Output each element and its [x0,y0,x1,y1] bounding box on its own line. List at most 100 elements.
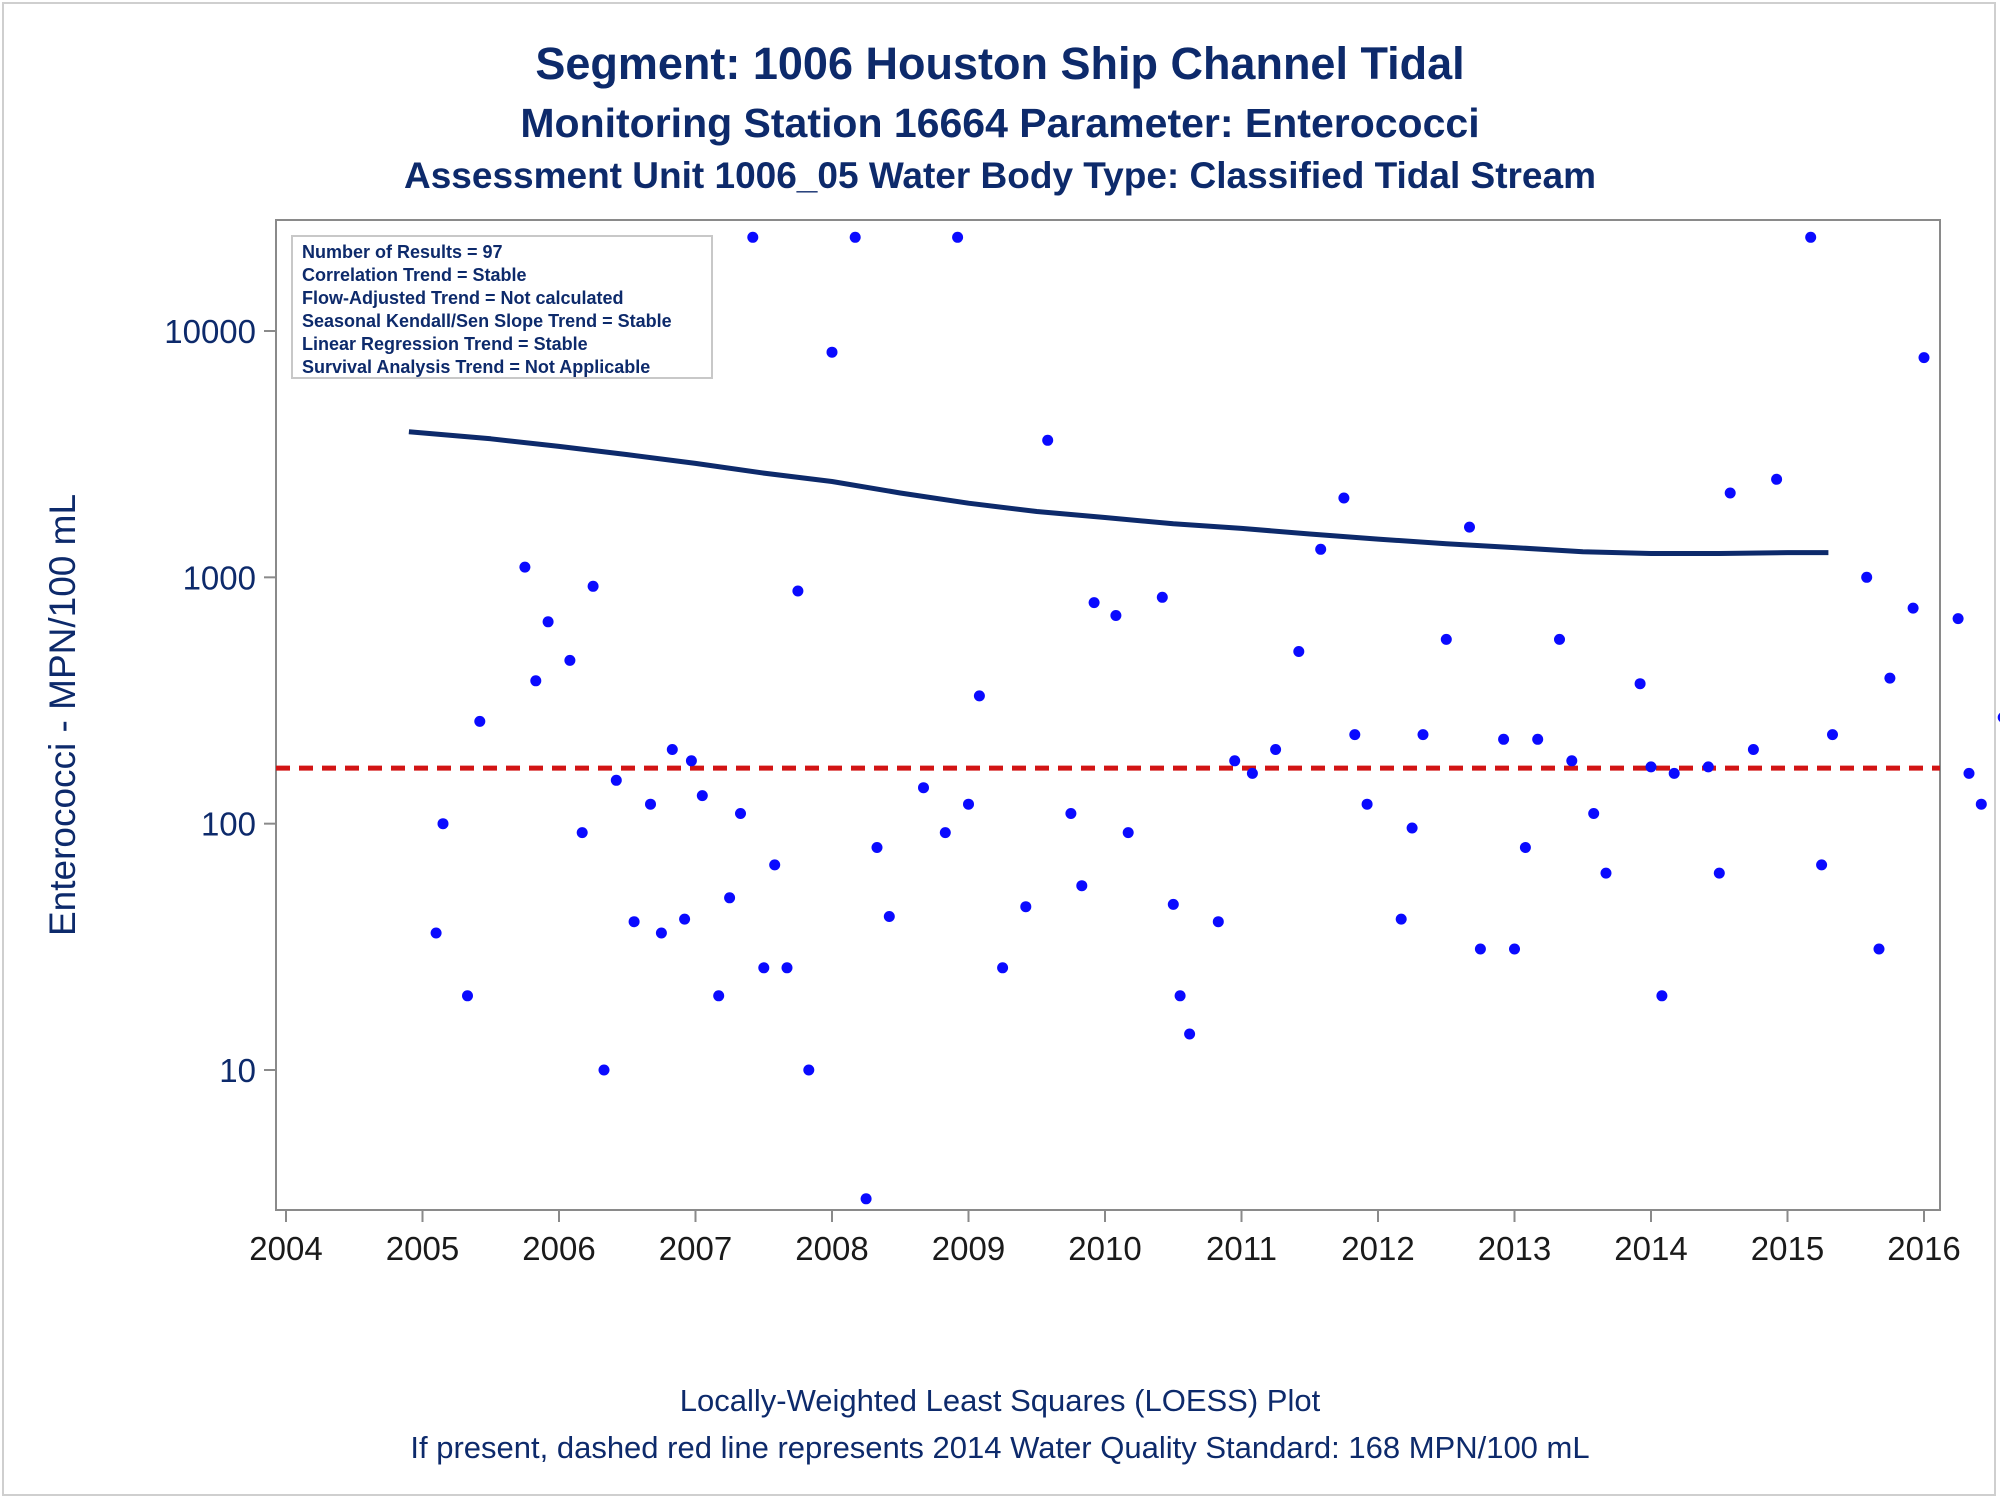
data-point [679,913,691,925]
data-point [769,859,781,871]
x-tick-label: 2016 [1887,1230,1960,1267]
data-point [781,962,793,974]
plot-area [275,219,1941,1211]
data-point [1229,755,1241,767]
data-point [1246,767,1258,779]
data-point [1873,943,1885,955]
x-tick-label: 2010 [1068,1230,1141,1267]
data-point [1702,761,1714,773]
y-tick-label: 1000 [183,559,256,596]
data-point [1724,487,1736,499]
x-tick-label: 2014 [1614,1230,1687,1267]
data-point [1498,733,1510,745]
data-point [1918,352,1930,364]
data-point [666,744,678,755]
data-point [1395,913,1407,925]
data-point [1963,767,1975,779]
data-point [1861,571,1873,583]
data-point [758,962,770,974]
data-point [1184,1028,1196,1040]
x-tick-label: 2011 [1206,1230,1277,1267]
data-point [1713,867,1725,879]
data-point [1997,712,2000,722]
loess-curve [408,429,1829,556]
data-point [696,790,708,802]
data-point [1907,602,1919,614]
data-point [1293,646,1305,657]
x-tick-label: 2008 [795,1230,868,1267]
data-point [1554,633,1565,645]
data-point [883,911,895,922]
data-point [747,231,759,243]
data-point [713,990,725,1002]
data-point [1349,729,1361,741]
data-point [610,774,622,786]
legend-line: Linear Regression Trend = Stable [302,334,588,354]
data-point [542,616,554,628]
data-point [735,808,746,819]
data-point [724,892,736,904]
data-point [1417,729,1429,741]
chart-title: Segment: 1006 Houston Ship Channel Tidal [535,38,1465,89]
legend-line: Seasonal Kendall/Sen Slope Trend = Stabl… [302,311,672,331]
data-point [1174,990,1186,1002]
legend-line: Survival Analysis Trend = Not Applicable [302,357,650,377]
data-point [1167,898,1179,910]
y-tick-label: 100 [201,806,256,843]
data-point [997,962,1009,974]
data-point [1270,744,1282,755]
data-point [1566,755,1578,767]
data-point [1827,729,1838,741]
data-point [1975,798,1987,810]
data-point [963,798,974,810]
data-point [530,675,542,687]
data-point [655,927,667,939]
footnote-standard: If present, dashed red line represents 2… [410,1430,1590,1465]
data-point [1076,880,1088,892]
footnote-plot-type: Locally-Weighted Least Squares (LOESS) P… [679,1383,1321,1418]
x-tick-label: 2013 [1478,1230,1551,1267]
data-point [685,755,697,767]
data-point [1884,672,1896,684]
data-point [939,827,951,839]
data-point [871,842,883,853]
data-point [1747,744,1759,755]
x-tick-label: 2012 [1341,1230,1414,1267]
data-point [587,580,599,592]
data-point [1634,678,1646,690]
data-point [918,782,929,794]
y-tick-label: 10000 [164,313,256,350]
data-point [973,690,985,702]
data-point [1532,733,1544,745]
data-point [564,654,576,666]
data-point [1088,597,1100,609]
trend-legend-box [291,235,713,379]
data-point [576,827,588,839]
data-point [1952,613,1964,625]
x-tick-label: 2004 [249,1230,322,1267]
data-point [1519,842,1531,853]
chart-subtitle: Monitoring Station 16664 Parameter: Ente… [520,100,1480,146]
data-point [1668,767,1680,779]
x-tick-label: 2015 [1751,1230,1824,1267]
data-point [1645,761,1657,773]
data-point [849,231,861,243]
data-point [430,927,442,939]
data-point [803,1064,815,1076]
data-point [1122,827,1134,839]
data-point [1816,859,1828,871]
data-point [792,585,804,597]
data-point [1509,943,1520,955]
data-point [598,1064,610,1076]
data-point [1406,822,1418,834]
legend-line: Correlation Trend = Stable [302,265,527,285]
x-tick-label: 2005 [386,1230,459,1267]
data-point [1042,434,1054,446]
data-point [1361,798,1373,810]
data-point [1464,521,1475,533]
data-point [1805,231,1817,243]
y-tick-label: 10 [219,1052,256,1089]
data-point [952,231,964,243]
